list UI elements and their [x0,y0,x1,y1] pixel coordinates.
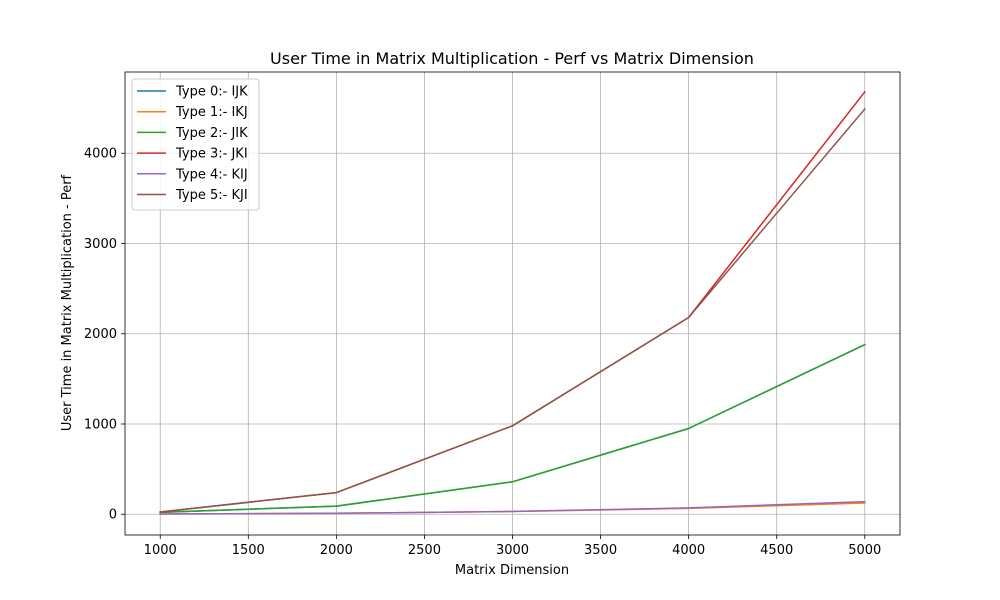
x-tick-label: 1000 [144,543,177,558]
legend-label: Type 1:- IKJ [175,105,248,120]
x-tick-label: 1500 [232,543,265,558]
x-axis-title: Matrix Dimension [455,563,569,578]
series-line-2 [159,343,866,514]
legend: Type 0:- IJK Type 1:- IKJ Type 2:- JIK Type… [131,78,260,211]
y-axis-title: User Time in Matrix Multiplication - Per… [60,174,75,431]
grid [125,72,900,535]
x-tick-label: 4000 [672,543,705,558]
x-tick-label: 3500 [584,543,617,558]
x-axis-ticks: 1000 1500 2000 2500 3000 3500 4000 4500 5000 [144,535,881,558]
x-tick-label: 4500 [760,543,793,558]
series-line-4 [159,500,866,515]
y-tick-label: 4000 [84,147,117,162]
y-axis-ticks: 0 1000 2000 3000 4000 [84,147,125,523]
legend-label: Type 3:- JKI [175,147,248,162]
chart-title: User Time in Matrix Multiplication - Per… [270,49,754,68]
legend-label: Type 0:- IJK [175,85,248,100]
y-tick-label: 0 [109,508,117,523]
legend-label: Type 4:- KIJ [175,167,248,182]
x-tick-label: 5000 [848,543,881,558]
y-tick-label: 2000 [84,327,117,342]
legend-label: Type 2:- JIK [175,126,248,141]
series-lines [159,90,866,515]
legend-label: Type 5:- KJI [175,188,248,203]
x-tick-label: 2500 [408,543,441,558]
y-tick-label: 1000 [84,417,117,432]
y-tick-label: 3000 [84,237,117,252]
x-tick-label: 2000 [320,543,353,558]
series-line-5 [159,107,866,513]
x-tick-label: 3000 [496,543,529,558]
